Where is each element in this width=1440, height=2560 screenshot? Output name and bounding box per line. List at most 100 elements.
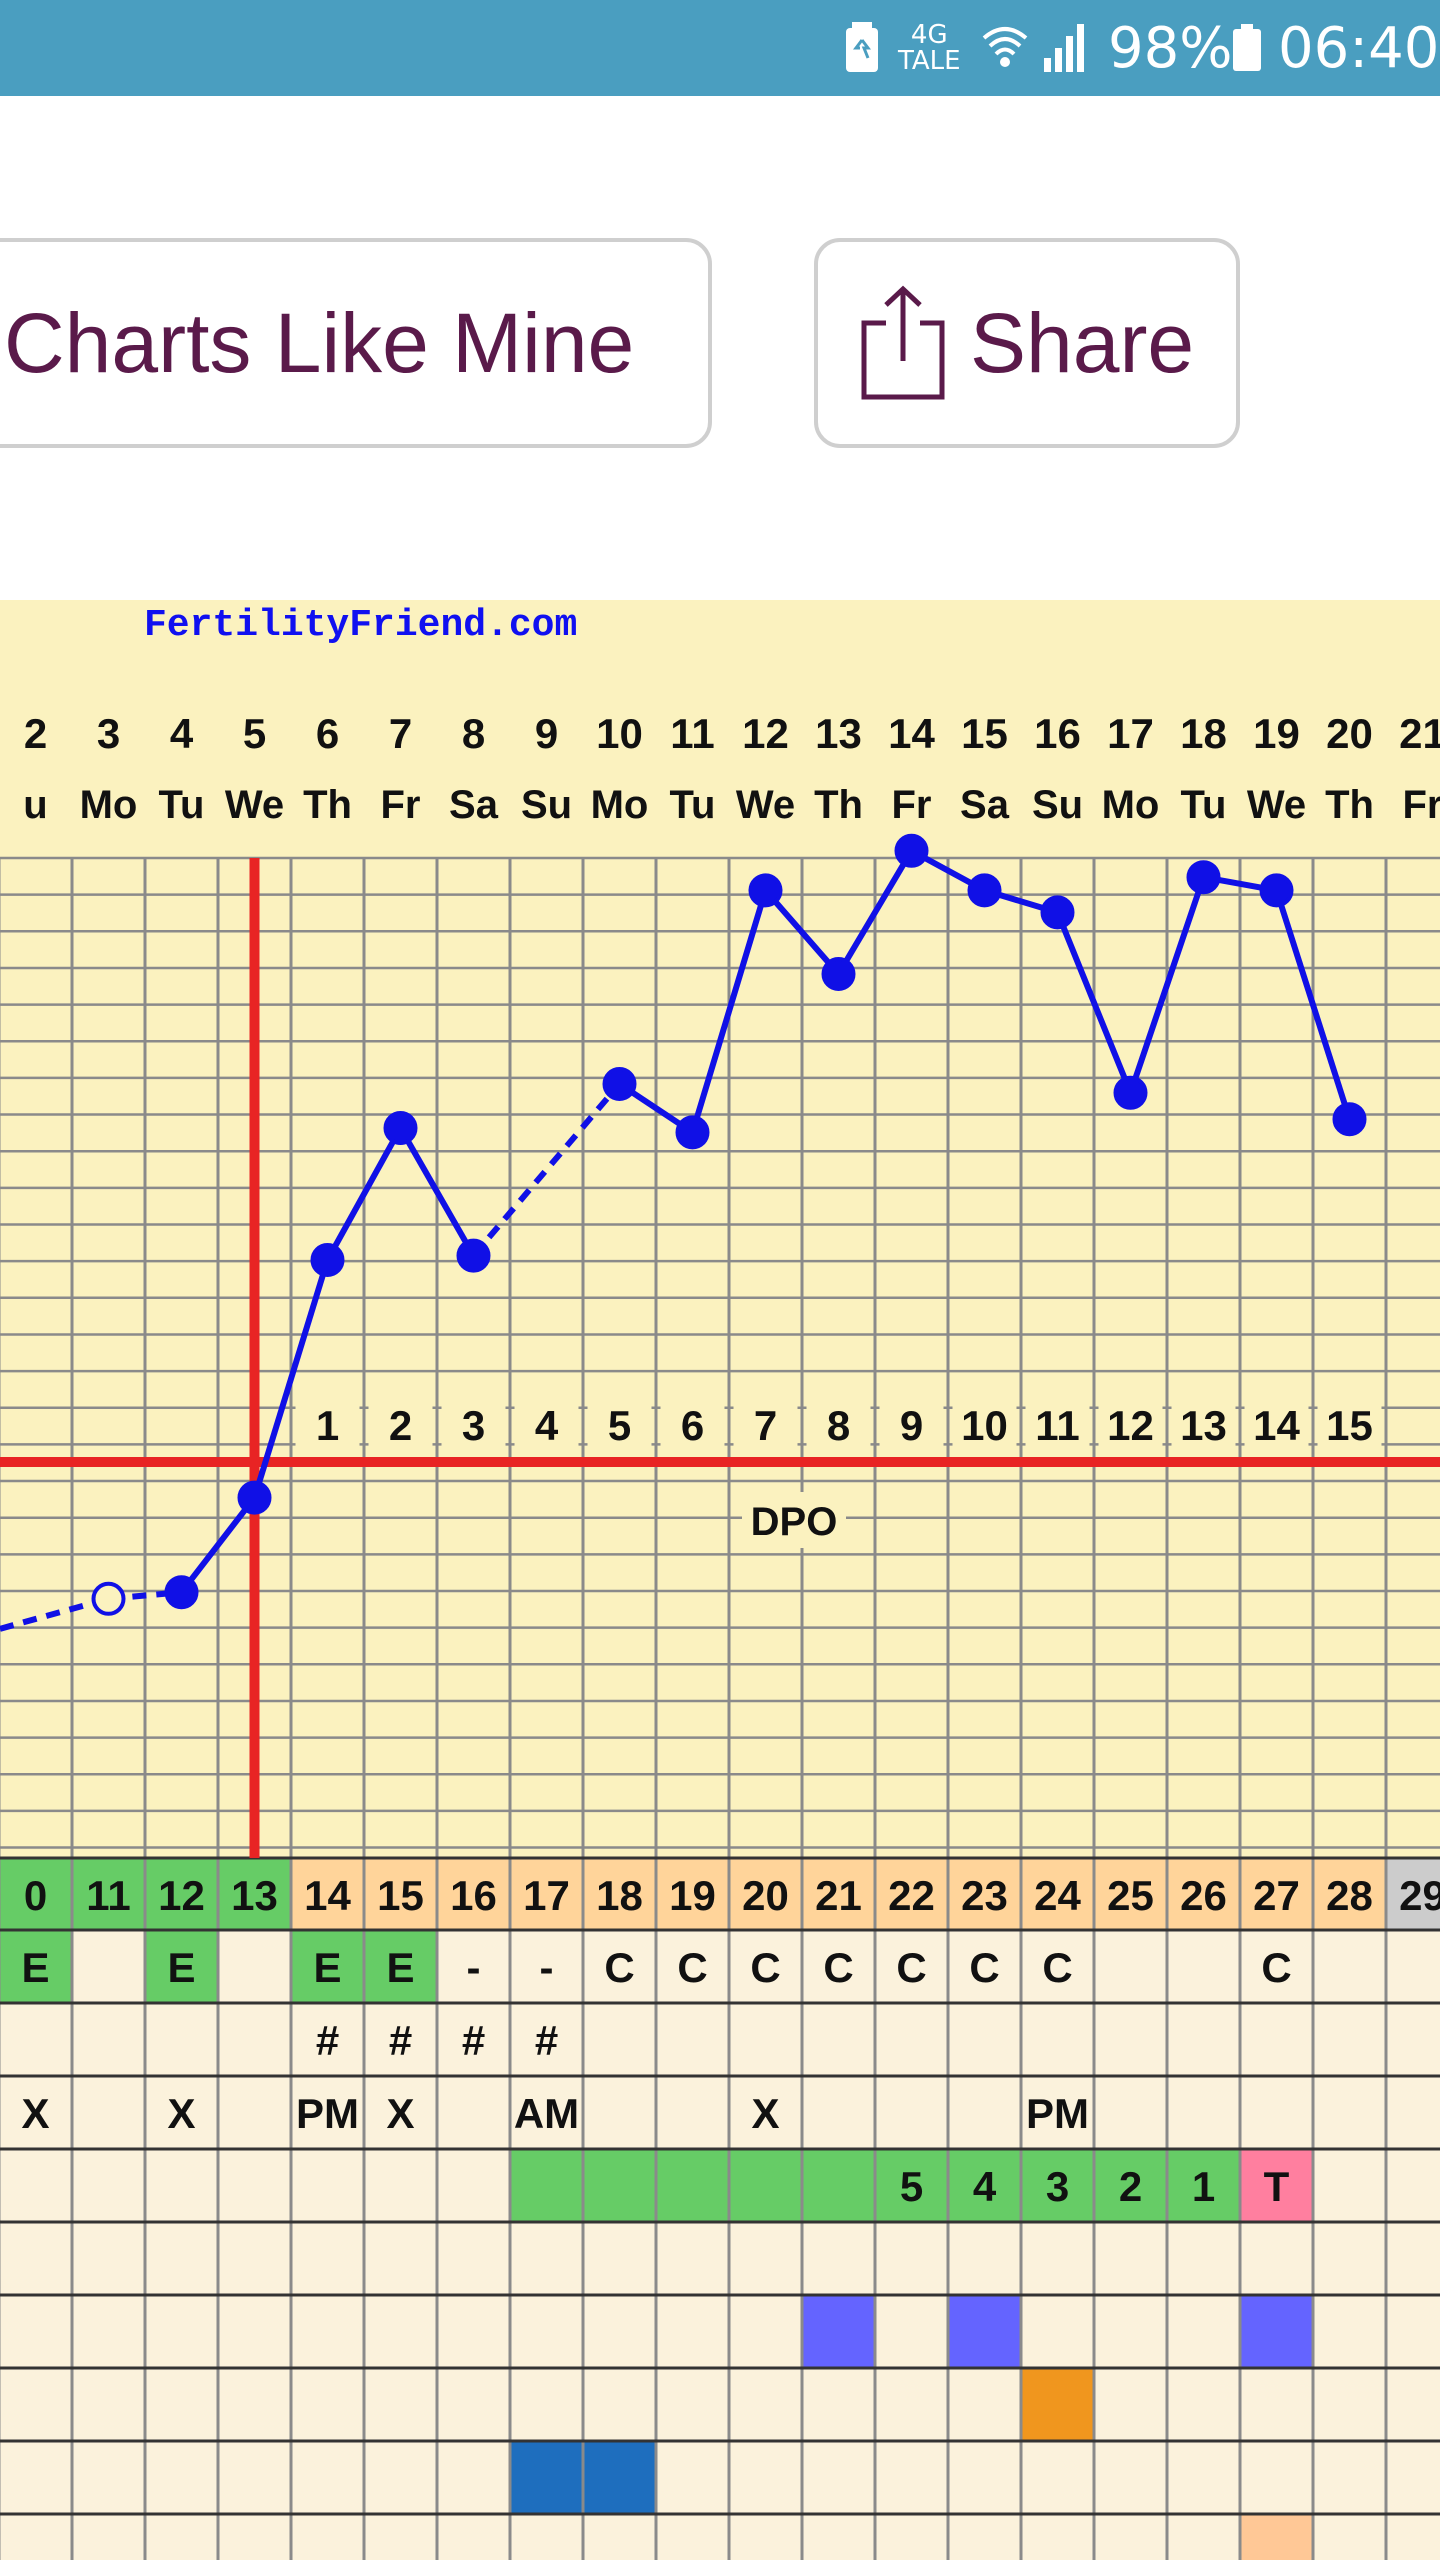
temperature-line-dashed [0, 1595, 110, 1632]
cycle-day-cell [1313, 1858, 1386, 1930]
cervical-fluid-label: C [823, 1944, 853, 1991]
date-label: 18 [1180, 710, 1227, 757]
date-label: 14 [888, 710, 935, 757]
fertile-cell [1021, 2149, 1094, 2222]
date-label: 7 [389, 710, 412, 757]
intercourse-mark: # [316, 2017, 339, 2064]
dpo-number: 13 [1180, 1402, 1227, 1449]
temperature-point [748, 873, 783, 908]
dpo-number-bg [1025, 1398, 1090, 1448]
weekday-label: Fr [892, 783, 932, 827]
temperature-point [1332, 1102, 1367, 1137]
signal-icon [1040, 0, 1090, 96]
temperature-point [675, 1115, 710, 1150]
cycle-day-label: 0 [24, 1872, 47, 1919]
cervical-fluid-label: E [21, 1944, 49, 1991]
charts-like-mine-button[interactable]: Charts Like Mine [0, 238, 712, 448]
temperature-line [1127, 876, 1207, 1094]
dpo-number-bg [1244, 1398, 1309, 1448]
cycle-day-cell [364, 1858, 437, 1930]
dpo-number: 14 [1253, 1402, 1300, 1449]
cycle-day-label: 17 [523, 1872, 570, 1919]
date-label: 10 [596, 710, 643, 757]
countdown-label: 5 [900, 2163, 923, 2210]
share-button[interactable]: Share [814, 238, 1240, 448]
cycle-day-label: 27 [1253, 1872, 1300, 1919]
temperature-line-dashed [471, 1082, 622, 1258]
dpo-number: 2 [389, 1402, 412, 1449]
dpo-number-bg [441, 1398, 506, 1448]
dpo-number: 3 [462, 1402, 485, 1449]
cycle-day-cell [656, 1858, 729, 1930]
temperature-point [1113, 1075, 1148, 1110]
battery-percent: 98% [1108, 15, 1233, 81]
cervical-fluid-label: C [896, 1944, 926, 1991]
cervical-fluid-label: E [167, 1944, 195, 1991]
fertile-cell [1167, 2149, 1240, 2222]
intercourse-mark: # [535, 2017, 558, 2064]
temperature-point [164, 1575, 199, 1610]
network-label: 4G [910, 20, 948, 50]
fertile-cell [656, 2149, 729, 2222]
temperature-point [821, 957, 856, 991]
weekday-label: Fr [1403, 783, 1440, 827]
cycle-day-cell [145, 1858, 218, 1930]
dpo-number: 11 [1035, 1402, 1079, 1449]
marker-cell [583, 2441, 656, 2514]
brand-watermark: FertilityFriend.com [144, 604, 578, 647]
cycle-day-label: 12 [158, 1872, 205, 1919]
wifi-icon [980, 0, 1030, 96]
temperature-point [1259, 873, 1294, 908]
weekday-label: Sa [449, 783, 499, 827]
fertile-cell [583, 2149, 656, 2222]
cervical-fluid-label: C [604, 1944, 634, 1991]
dpo-number-bg [660, 1398, 725, 1448]
carrier-label: TALE [898, 46, 961, 76]
fluid-cell-green [364, 1930, 437, 2003]
dpo-number: 15 [1326, 1402, 1373, 1449]
temperature-line [763, 888, 841, 976]
cycle-day-label: 20 [742, 1872, 789, 1919]
cycle-day-label: 21 [815, 1872, 862, 1919]
temperature-point [456, 1238, 491, 1273]
weekday-label: u [23, 783, 47, 827]
weekday-label: Tu [670, 783, 716, 827]
fertile-cell [802, 2149, 875, 2222]
temperature-point [1040, 895, 1075, 930]
time-note: X [386, 2090, 414, 2137]
time-note: X [167, 2090, 195, 2137]
dpo-number-bg [1098, 1398, 1163, 1448]
fertile-cell [875, 2149, 948, 2222]
cycle-day-cell [291, 1858, 364, 1930]
cervical-fluid-label: C [969, 1944, 999, 1991]
fertile-cell [1094, 2149, 1167, 2222]
status-bar: 4G TALE 98% 06:40 [0, 0, 1440, 96]
cycle-day-cell [1167, 1858, 1240, 1930]
temperature-line [835, 849, 915, 976]
weekday-label: Mo [591, 783, 649, 827]
date-label: 9 [535, 710, 558, 757]
cervical-fluid-label: C [677, 1944, 707, 1991]
cervical-fluid-label: - [467, 1944, 481, 1991]
cycle-day-cell [1240, 1858, 1313, 1930]
clock: 06:40 [1278, 15, 1440, 81]
weekday-label: Tu [159, 783, 205, 827]
weekday-label: Su [521, 783, 572, 827]
cycle-day-cell [510, 1858, 583, 1930]
cervical-fluid-label: E [386, 1944, 414, 1991]
fertile-cell [729, 2149, 802, 2222]
marker-cell [802, 2295, 875, 2368]
dpo-number: 12 [1107, 1402, 1154, 1449]
weekday-label: Sa [960, 783, 1010, 827]
countdown-label: 3 [1046, 2163, 1069, 2210]
weekday-label: We [1247, 783, 1306, 827]
cycle-day-cell [0, 1858, 72, 1930]
dpo-number: 7 [754, 1402, 777, 1449]
date-label: 16 [1034, 710, 1081, 757]
time-note: AM [514, 2090, 579, 2137]
fertile-cell [1240, 2149, 1313, 2222]
dpo-number-bg [879, 1398, 944, 1448]
cycle-day-cell [729, 1858, 802, 1930]
cervical-fluid-label: C [750, 1944, 780, 1991]
